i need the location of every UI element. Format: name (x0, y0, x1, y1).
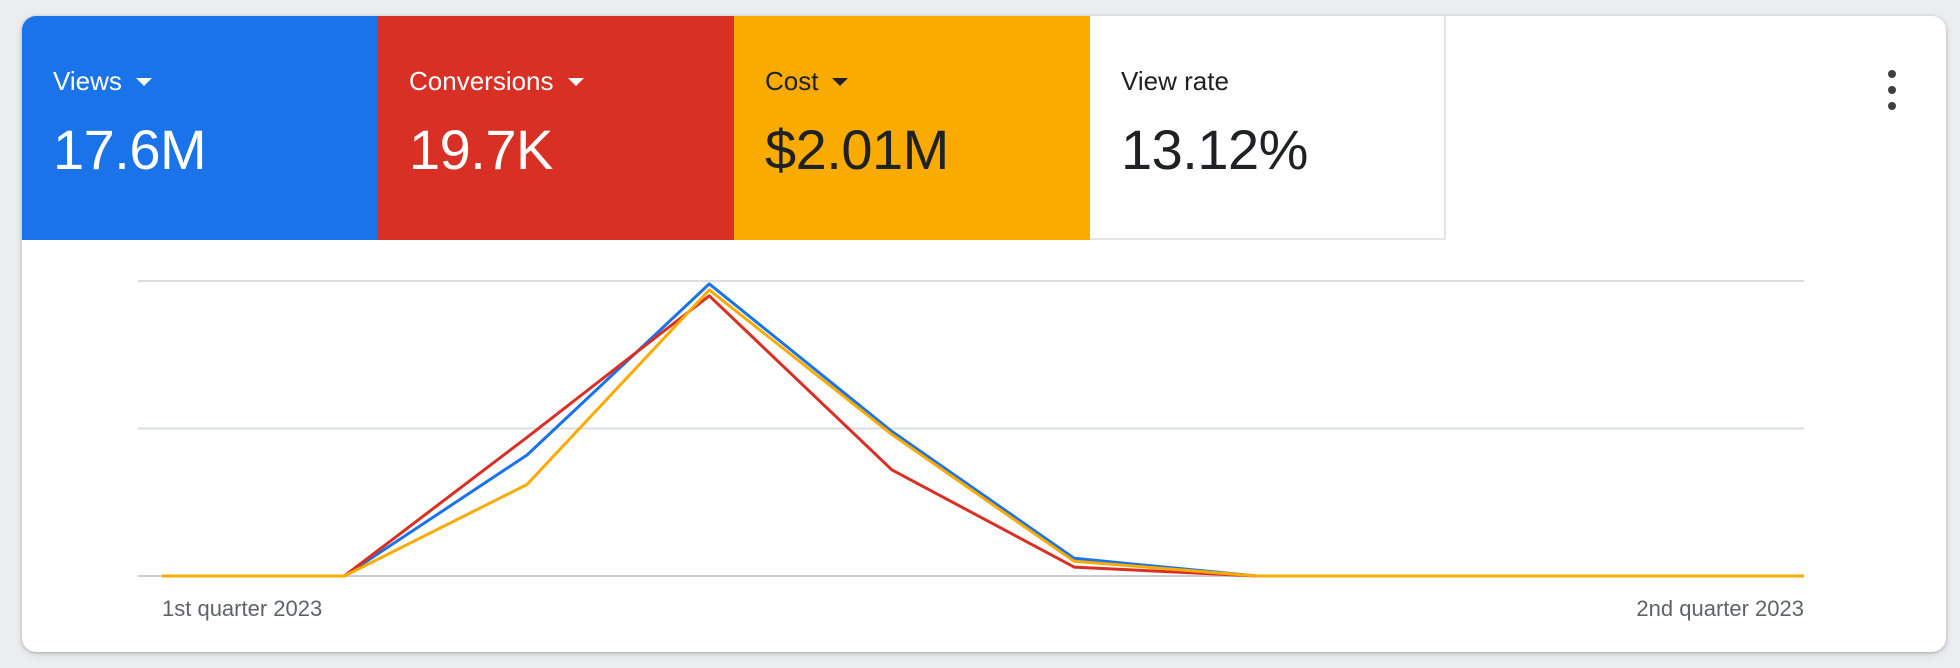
series-line-views (162, 282, 1804, 578)
grid-layer (138, 280, 1804, 577)
metric-tile-views[interactable]: Views 17.6M (22, 16, 378, 240)
metric-value: 13.12% (1121, 118, 1308, 181)
metric-label-text: Views (53, 66, 122, 96)
metric-tile-cost[interactable]: Cost $2.01M (734, 16, 1090, 240)
series-line-cost (162, 288, 1804, 578)
metric-label: View rate (1121, 66, 1444, 96)
metric-label: Conversions (409, 66, 734, 96)
metric-tile-conversions[interactable]: Conversions 19.7K (378, 16, 734, 240)
series-layer (162, 282, 1804, 578)
performance-card: Views 17.6M Conversions 19.7K Cost $2.01… (22, 16, 1946, 652)
line-chart: 1st quarter 2023 2nd quarter 2023 (138, 280, 1804, 621)
metric-label-text: Conversions (409, 66, 554, 96)
menu-dot (1888, 102, 1896, 110)
menu-dot (1888, 86, 1896, 94)
metric-label: Views (53, 66, 378, 96)
metric-label-text: Cost (765, 66, 819, 96)
x-tick-label: 2nd quarter 2023 (1636, 596, 1804, 621)
dropdown-caret-icon[interactable] (135, 78, 152, 86)
metric-tile-view-rate[interactable]: View rate 13.12% (1090, 16, 1446, 240)
dropdown-caret-icon[interactable] (567, 78, 584, 86)
metric-label-text: View rate (1121, 66, 1229, 96)
dropdown-caret-icon[interactable] (832, 78, 849, 86)
menu-dot (1888, 70, 1896, 78)
metric-value: 19.7K (409, 118, 553, 181)
metric-label: Cost (765, 66, 1090, 96)
x-tick-label: 1st quarter 2023 (162, 596, 322, 621)
more-vert-icon[interactable] (1880, 70, 1904, 110)
metric-value: 17.6M (53, 118, 207, 181)
metric-tiles: Views 17.6M Conversions 19.7K Cost $2.01… (22, 16, 1446, 240)
metric-value: $2.01M (765, 118, 949, 181)
